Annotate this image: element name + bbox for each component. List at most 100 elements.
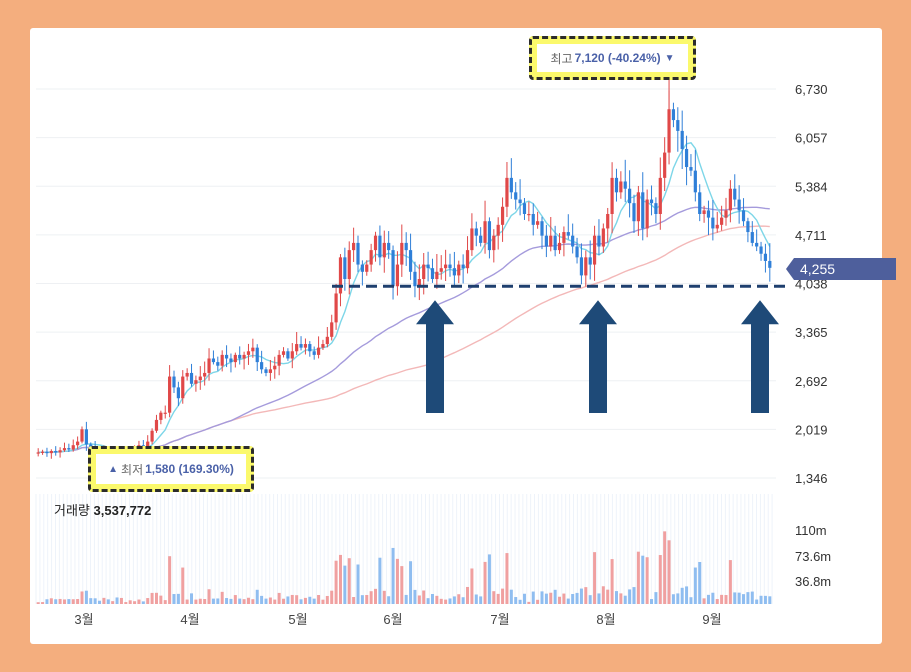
candle-body	[325, 336, 329, 345]
volume-bar	[67, 599, 71, 604]
candle-body	[536, 221, 540, 225]
volume-bar	[571, 593, 575, 604]
candle-body	[321, 344, 325, 348]
candle-body	[251, 347, 255, 352]
month-label: 6월	[383, 612, 402, 627]
volume-bar	[185, 599, 189, 604]
volume-bar	[369, 591, 373, 604]
volume-bar	[685, 586, 689, 604]
volume-bar	[724, 595, 728, 604]
candle-body	[172, 376, 176, 388]
volume-bar	[623, 595, 627, 604]
volume-bar	[619, 593, 623, 604]
volume-bar	[768, 596, 772, 604]
up-arrow-icon	[416, 300, 454, 413]
candle-body	[680, 130, 684, 149]
candle-body	[382, 242, 386, 258]
candle-body	[356, 242, 360, 265]
candle-body	[80, 429, 84, 442]
candle-body	[614, 177, 619, 193]
candle-body	[483, 221, 487, 243]
volume-bar	[264, 598, 268, 604]
volume-bar	[89, 598, 93, 604]
volume-bar	[303, 597, 307, 604]
volume-bar	[558, 596, 562, 604]
candle-body	[163, 412, 167, 414]
candle-body	[746, 221, 750, 233]
volume-bar	[584, 587, 588, 604]
volume-bar	[242, 599, 246, 604]
candle-body	[146, 441, 150, 447]
candle-body	[233, 354, 237, 363]
volume-bar	[536, 599, 540, 604]
volume-bar	[106, 599, 110, 604]
candle-body	[540, 221, 544, 236]
candle-body	[584, 257, 588, 276]
volume-bar	[422, 590, 426, 604]
candle-body	[474, 228, 478, 236]
candle-body	[76, 441, 80, 446]
volume-readout: 거래량 3,537,772	[54, 500, 151, 519]
volume-bar	[689, 597, 693, 604]
volume-bar	[435, 595, 439, 604]
candle-body	[224, 354, 229, 359]
candle-body	[268, 369, 272, 373]
volume-bar	[597, 593, 601, 604]
candle-body	[181, 376, 185, 399]
volume-bar	[562, 593, 566, 604]
volume-bar	[137, 599, 141, 604]
volume-bar	[387, 596, 391, 604]
candle-body	[658, 177, 662, 214]
y-tick-label: 4,038	[795, 277, 828, 292]
candle-body	[203, 372, 207, 377]
candle-body	[426, 264, 430, 269]
volume-bar	[391, 547, 395, 604]
candle-body	[645, 199, 649, 229]
candle-body	[373, 235, 378, 251]
volume-grid	[35, 494, 773, 604]
y-tick-label: 3,365	[795, 325, 828, 340]
price-axis: 6,730 6,057 5,384 4,711 4,038 3,365 2,692 2,019…	[795, 82, 828, 486]
candle-body	[71, 445, 75, 450]
volume-bar	[76, 599, 80, 604]
caret-up-icon: ▲	[108, 463, 119, 475]
volume-bar	[330, 590, 334, 604]
volume-bar	[487, 554, 491, 604]
candle-body	[417, 279, 421, 287]
candle-body	[391, 250, 395, 287]
candle-body	[500, 206, 505, 225]
candle-body	[343, 257, 347, 280]
volume-bar	[338, 554, 342, 604]
candle-body	[728, 188, 732, 211]
volume-bar	[54, 599, 58, 604]
volume-bar	[763, 595, 767, 604]
volume-bar	[693, 567, 697, 604]
volume-bar	[746, 592, 750, 604]
volume-bar	[610, 559, 614, 604]
volume-bar	[593, 552, 597, 604]
candle-body	[312, 351, 316, 355]
candle-body	[45, 451, 49, 454]
candle-body	[62, 448, 67, 451]
volume-bar	[325, 595, 329, 604]
candle-body	[711, 217, 715, 229]
volume-bar	[133, 601, 137, 604]
candle-body	[628, 188, 632, 204]
candle-body	[505, 177, 509, 207]
candle-body	[404, 242, 408, 251]
volume-bar	[84, 590, 88, 604]
volume-label: 거래량	[54, 503, 90, 518]
candle-body	[601, 228, 605, 247]
candle-body	[360, 264, 364, 272]
volume-bar	[176, 593, 180, 604]
candle-body	[641, 192, 645, 229]
candle-body	[299, 344, 303, 348]
candle-body	[422, 264, 426, 280]
candle-body	[290, 351, 294, 359]
candle-body	[40, 451, 45, 453]
volume-bar	[378, 557, 382, 604]
volume-bar	[413, 589, 417, 604]
volume-bar	[715, 599, 719, 604]
volume-bar	[452, 596, 456, 604]
candle-body	[229, 358, 233, 363]
